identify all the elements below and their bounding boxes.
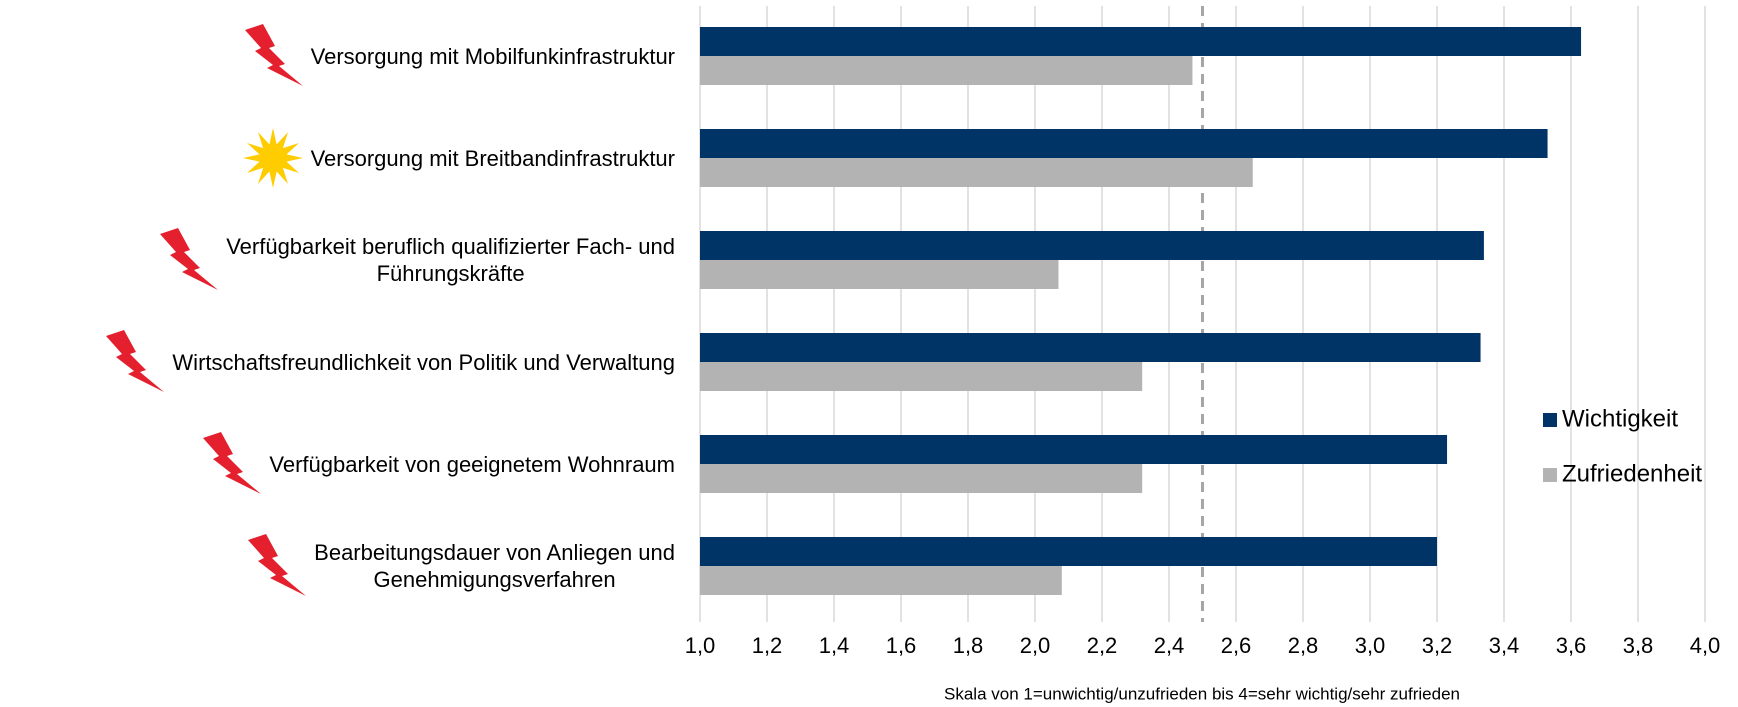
category-row: Versorgung mit Breitbandinfrastruktur bbox=[241, 126, 675, 190]
x-tick-label: 3,6 bbox=[1556, 633, 1587, 658]
x-tick-label: 1,0 bbox=[685, 633, 716, 658]
bar bbox=[700, 362, 1143, 391]
x-tick-label: 3,2 bbox=[1422, 633, 1453, 658]
x-tick-label: 3,8 bbox=[1623, 633, 1654, 658]
category-label: Bearbeitungsdauer von Anliegen und Geneh… bbox=[314, 540, 675, 592]
category-row: Verfügbarkeit beruflich qualifizierter F… bbox=[156, 228, 675, 292]
x-tick-label: 2,2 bbox=[1087, 633, 1118, 658]
x-tick-label: 4,0 bbox=[1690, 633, 1721, 658]
bar bbox=[700, 231, 1484, 260]
category-label: Verfügbarkeit beruflich qualifizierter F… bbox=[226, 234, 675, 286]
x-tick-label: 1,2 bbox=[752, 633, 783, 658]
bar bbox=[700, 566, 1062, 595]
legend-swatch bbox=[1543, 468, 1557, 482]
x-tick-label: 3,4 bbox=[1489, 633, 1520, 658]
x-tick-label: 2,8 bbox=[1288, 633, 1319, 658]
bar bbox=[700, 435, 1448, 464]
bolt-icon bbox=[203, 432, 262, 494]
category-label: Versorgung mit Breitbandinfrastruktur bbox=[310, 145, 675, 171]
bar bbox=[700, 537, 1437, 566]
x-tick-label: 1,8 bbox=[953, 633, 984, 658]
x-tick-label: 2,4 bbox=[1154, 633, 1185, 658]
category-label: Wirtschaftsfreundlichkeit von Politik un… bbox=[172, 349, 675, 375]
x-tick-label: 1,4 bbox=[819, 633, 850, 658]
bolt-icon bbox=[248, 534, 307, 596]
x-tick-label: 1,6 bbox=[886, 633, 917, 658]
category-label: Versorgung mit Mobilfunkinfrastruktur bbox=[310, 43, 675, 69]
category-row: Wirtschaftsfreundlichkeit von Politik un… bbox=[102, 330, 675, 394]
bolt-icon bbox=[106, 330, 165, 392]
category-row: Bearbeitungsdauer von Anliegen und Geneh… bbox=[244, 534, 675, 598]
bar bbox=[700, 158, 1253, 187]
x-tick-label: 3,0 bbox=[1355, 633, 1386, 658]
legend-label: Wichtigkeit bbox=[1562, 405, 1678, 432]
x-tick-label: 2,6 bbox=[1221, 633, 1252, 658]
bar bbox=[700, 27, 1582, 56]
bolt-icon bbox=[160, 228, 219, 290]
bar bbox=[700, 56, 1193, 85]
x-tick-label: 2,0 bbox=[1020, 633, 1051, 658]
legend-label: Zufriedenheit bbox=[1562, 460, 1702, 487]
star-icon bbox=[242, 128, 303, 188]
bar bbox=[700, 129, 1548, 158]
category-label: Verfügbarkeit von geeignetem Wohnraum bbox=[269, 451, 675, 477]
legend-swatch bbox=[1543, 413, 1557, 427]
x-axis-label: Skala von 1=unwichtig/unzufrieden bis 4=… bbox=[944, 684, 1460, 703]
bolt-icon bbox=[244, 24, 303, 86]
bar bbox=[700, 260, 1059, 289]
bar bbox=[700, 464, 1143, 493]
category-row: Versorgung mit Mobilfunkinfrastruktur bbox=[241, 24, 675, 88]
bar bbox=[700, 333, 1481, 362]
category-row: Verfügbarkeit von geeignetem Wohnraum bbox=[199, 432, 675, 496]
